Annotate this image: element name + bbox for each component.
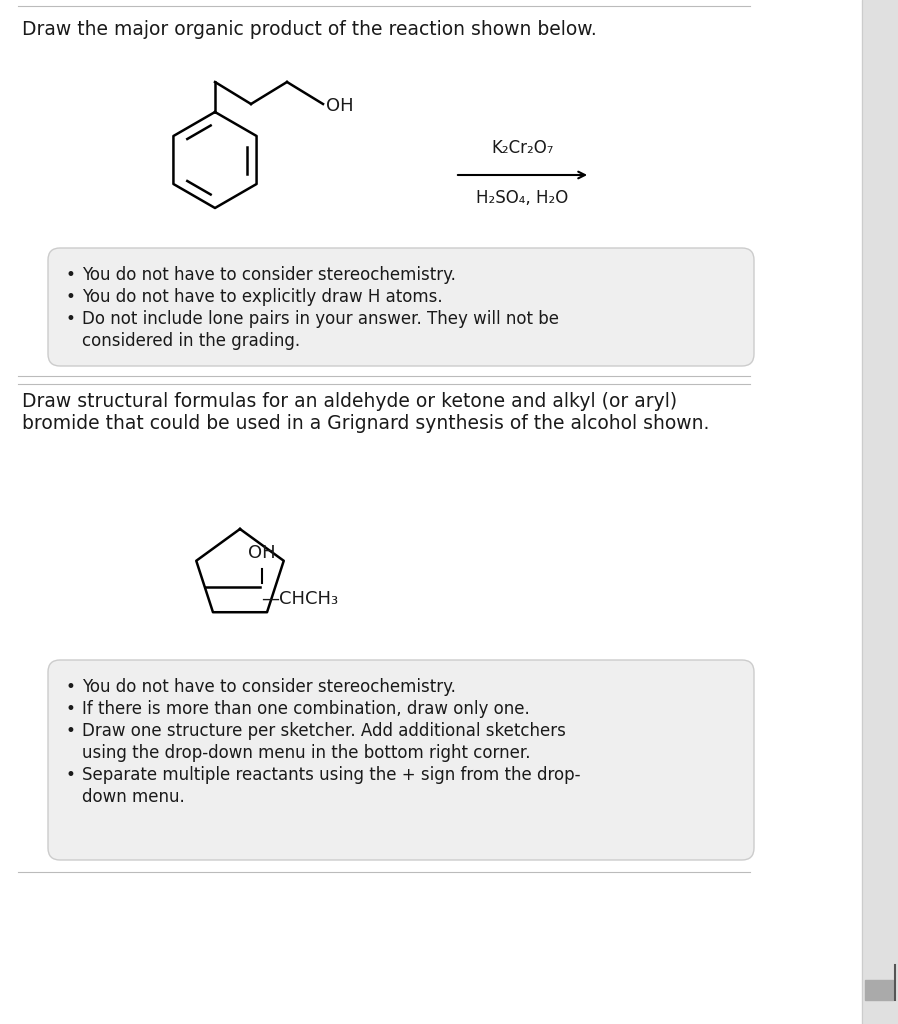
Text: •: • xyxy=(66,310,75,328)
Text: OH: OH xyxy=(326,97,354,115)
Text: If there is more than one combination, draw only one.: If there is more than one combination, d… xyxy=(82,700,530,718)
Text: using the drop-down menu in the bottom right corner.: using the drop-down menu in the bottom r… xyxy=(82,744,531,762)
Text: K₂Cr₂O₇: K₂Cr₂O₇ xyxy=(491,139,554,157)
Text: You do not have to consider stereochemistry.: You do not have to consider stereochemis… xyxy=(82,266,456,284)
FancyBboxPatch shape xyxy=(48,248,754,366)
Text: •: • xyxy=(66,700,75,718)
Text: •: • xyxy=(66,266,75,284)
FancyBboxPatch shape xyxy=(48,660,754,860)
Text: considered in the grading.: considered in the grading. xyxy=(82,332,300,350)
Text: Draw the major organic product of the reaction shown below.: Draw the major organic product of the re… xyxy=(22,20,597,39)
Text: Do not include lone pairs in your answer. They will not be: Do not include lone pairs in your answer… xyxy=(82,310,559,328)
Text: Draw structural formulas for an aldehyde or ketone and alkyl (or aryl)
bromide t: Draw structural formulas for an aldehyde… xyxy=(22,392,709,433)
Bar xyxy=(862,0,898,1024)
Text: Separate multiple reactants using the + sign from the drop-: Separate multiple reactants using the + … xyxy=(82,766,580,784)
Text: H₂SO₄, H₂O: H₂SO₄, H₂O xyxy=(476,189,568,207)
Text: Draw one structure per sketcher. Add additional sketchers: Draw one structure per sketcher. Add add… xyxy=(82,722,566,740)
Text: •: • xyxy=(66,766,75,784)
Text: OH: OH xyxy=(248,545,276,562)
Text: —CHCH₃: —CHCH₃ xyxy=(261,591,339,608)
Text: You do not have to explicitly draw H atoms.: You do not have to explicitly draw H ato… xyxy=(82,288,443,306)
Text: You do not have to consider stereochemistry.: You do not have to consider stereochemis… xyxy=(82,678,456,696)
Bar xyxy=(865,980,893,1000)
Text: •: • xyxy=(66,288,75,306)
Text: •: • xyxy=(66,678,75,696)
Text: •: • xyxy=(66,722,75,740)
Text: down menu.: down menu. xyxy=(82,788,185,806)
